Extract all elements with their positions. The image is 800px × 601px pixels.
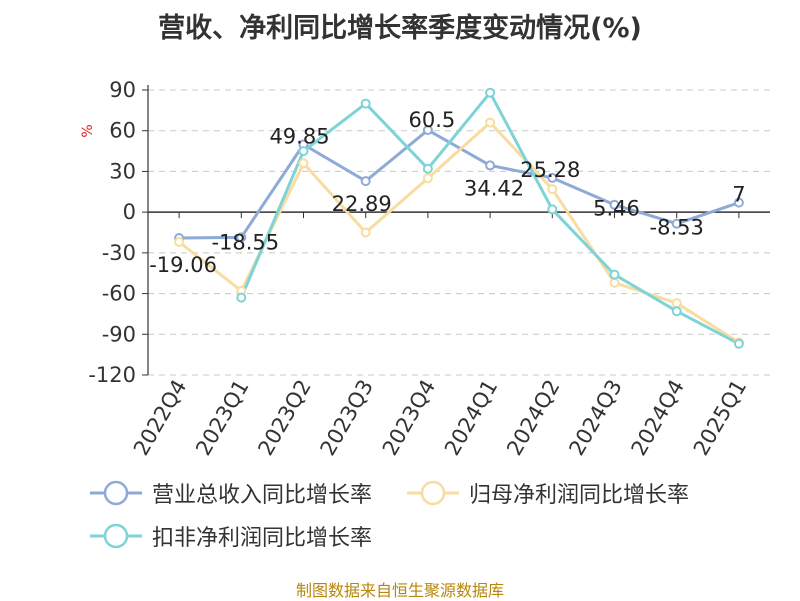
data-point-net-profit-growth — [671, 298, 682, 309]
data-point-deducted-net-profit-growth — [609, 269, 620, 280]
data-point-net-profit-growth — [422, 173, 433, 184]
data-point-deducted-net-profit-growth — [733, 338, 744, 349]
legend-item-net-profit-growth[interactable]: 归母净利润同比增长率 — [405, 478, 689, 508]
y-tick-label: -90 — [102, 322, 136, 346]
data-point-deducted-net-profit-growth — [547, 204, 558, 215]
x-tick-label: 2023Q3 — [316, 376, 378, 460]
data-point-deducted-net-profit-growth — [236, 292, 247, 303]
x-tick-label: 2024Q1 — [440, 375, 502, 459]
legend-swatch-marker — [103, 480, 129, 506]
data-point-revenue-growth — [609, 199, 620, 210]
x-tick-label: 2023Q1 — [191, 376, 253, 460]
data-point-net-profit-growth — [298, 158, 309, 169]
data-label: 5.46 — [593, 197, 640, 221]
legend-swatch — [90, 523, 142, 549]
legend-item-deducted-net-profit-growth[interactable]: 扣非净利润同比增长率 — [88, 521, 372, 551]
y-tick-label: 60 — [109, 119, 136, 143]
data-point-deducted-net-profit-growth — [298, 146, 309, 157]
series-line-revenue-growth — [179, 128, 740, 240]
y-tick-label: 90 — [109, 78, 136, 102]
data-point-revenue-growth — [547, 172, 558, 183]
data-point-net-profit-growth — [360, 227, 371, 238]
data-label: 22.89 — [332, 192, 392, 216]
data-point-revenue-growth — [236, 232, 247, 243]
data-point-revenue-growth — [733, 197, 744, 208]
x-tick-label: 2024Q4 — [627, 376, 689, 460]
data-label: -18.55 — [211, 230, 279, 254]
data-point-deducted-net-profit-growth — [671, 306, 682, 317]
x-tick-label: 2023Q2 — [253, 376, 315, 460]
x-tick-label: 2024Q3 — [564, 376, 626, 460]
data-label: 34.42 — [464, 176, 524, 200]
data-point-net-profit-growth — [174, 237, 185, 247]
x-tick-label: 2025Q1 — [689, 376, 751, 460]
y-tick-label: 30 — [109, 159, 136, 183]
data-label: 7 — [732, 183, 745, 207]
legend-swatch-marker — [103, 523, 129, 549]
series-lines — [174, 87, 744, 349]
legend-swatch — [407, 480, 459, 506]
data-point-revenue-growth — [360, 176, 371, 187]
y-tick-label: -30 — [102, 241, 136, 265]
legend-label: 营业总收入同比增长率 — [152, 483, 373, 508]
data-point-revenue-growth — [485, 160, 496, 171]
legend-swatch-marker — [420, 480, 446, 506]
data-label: 49.85 — [269, 124, 329, 148]
y-tick-label: -60 — [102, 282, 136, 306]
data-label: -19.06 — [149, 253, 217, 277]
data-point-deducted-net-profit-growth — [422, 163, 433, 174]
legend-label: 扣非净利润同比增长率 — [152, 526, 373, 551]
data-label: 60.5 — [409, 108, 456, 132]
x-tick-label: 2024Q2 — [502, 376, 564, 460]
x-tick-label: 2022Q4 — [129, 376, 191, 460]
data-point-revenue-growth — [422, 125, 433, 136]
data-label: -8.53 — [650, 216, 704, 240]
data-point-revenue-growth — [671, 218, 682, 229]
y-tick-label: -120 — [88, 363, 136, 387]
data-point-deducted-net-profit-growth — [360, 98, 371, 109]
y-axis-label: % — [80, 124, 96, 137]
data-point-net-profit-growth — [609, 277, 620, 288]
legend-label: 归母净利润同比增长率 — [469, 483, 690, 508]
data-point-net-profit-growth — [547, 184, 558, 195]
legend-swatch — [90, 480, 142, 506]
source-note: 制图数据来自恒生聚源数据库 — [295, 581, 504, 600]
x-tick-label: 2023Q4 — [378, 376, 440, 460]
data-label: 25.28 — [520, 158, 580, 182]
data-point-net-profit-growth — [485, 117, 496, 128]
data-point-deducted-net-profit-growth — [485, 87, 496, 98]
chart-title: 营收、净利同比增长率季度变动情况(%) — [158, 13, 642, 44]
y-tick-label: 0 — [123, 200, 136, 224]
legend-item-revenue-growth[interactable]: 营业总收入同比增长率 — [88, 478, 372, 508]
